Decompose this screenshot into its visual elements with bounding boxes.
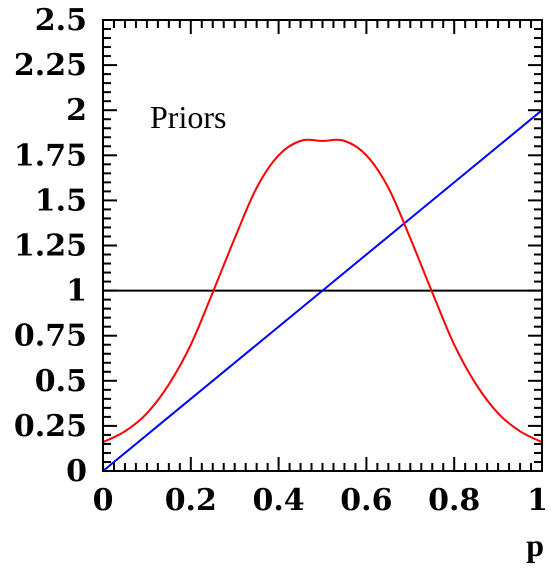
y-tick-label: 1 (66, 274, 87, 309)
y-tick-label: 1.25 (14, 229, 87, 264)
priors-annotation: Priors (150, 99, 226, 135)
series-layer (103, 109, 542, 471)
y-tick-label: 1.5 (35, 183, 87, 218)
x-axis-label: p (526, 527, 544, 563)
y-tick-label: 0.25 (14, 409, 87, 444)
x-tick-label: 0 (93, 483, 114, 518)
ticks-layer (102, 19, 543, 472)
series-line-1 (103, 109, 542, 471)
x-tick-label: 1 (527, 483, 548, 518)
y-tick-label: 2 (66, 93, 87, 128)
x-tick-label: 0.6 (340, 483, 392, 518)
series-line-2 (103, 138, 542, 444)
x-tick-label: 0.8 (428, 483, 480, 518)
y-tick-label: 0 (66, 454, 87, 489)
x-tick-label: 0.2 (165, 483, 217, 518)
y-tick-label: 2.5 (35, 3, 87, 38)
x-tick-label: 0.4 (252, 483, 304, 518)
y-tick-label: 2.25 (14, 48, 87, 83)
tick-labels: 0 0.2 0.4 0.6 0.8 1 0 0.25 0.5 0.75 1 1.25 1.5 1.75 2 2… (14, 3, 548, 518)
y-tick-label: 0.5 (35, 364, 87, 399)
y-tick-label: 1.75 (14, 138, 87, 173)
plot-frame (102, 19, 543, 472)
y-tick-label: 0.75 (14, 319, 87, 354)
